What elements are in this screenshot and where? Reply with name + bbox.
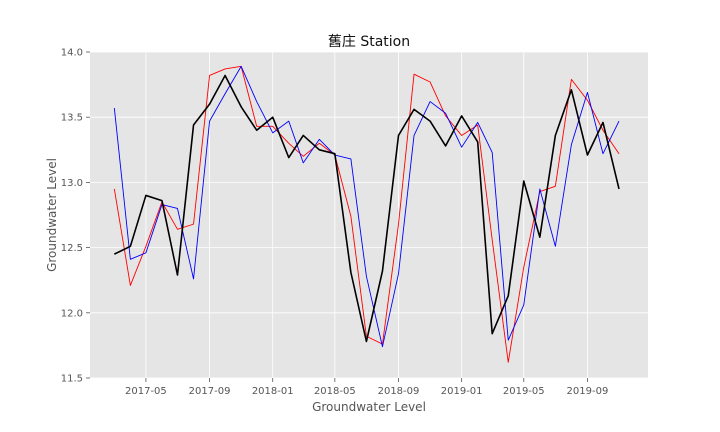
x-tick-label: 2017-09 bbox=[189, 386, 231, 397]
y-tick-label: 12.0 bbox=[61, 308, 83, 319]
y-tick-label: 11.5 bbox=[61, 374, 83, 385]
x-tick-label: 2019-05 bbox=[503, 386, 545, 397]
x-tick-label: 2019-09 bbox=[567, 386, 609, 397]
grid bbox=[90, 51, 648, 379]
x-axis: 2017-05 2017-09 2018-01 2018-05 2018-09 2019-… bbox=[125, 378, 608, 397]
x-tick-label: 2018-09 bbox=[378, 386, 420, 397]
y-tick-label: 14.0 bbox=[61, 48, 83, 59]
x-tick-label: 2017-05 bbox=[125, 386, 167, 397]
x-tick-label: 2019-01 bbox=[441, 386, 483, 397]
y-axis: 11.5 12.0 12.5 13.0 13.5 14.0 bbox=[61, 48, 90, 385]
x-tick-label: 2018-01 bbox=[252, 386, 294, 397]
y-axis-label: Groundwater Level bbox=[45, 158, 59, 272]
y-tick-label: 12.5 bbox=[61, 243, 83, 254]
x-tick-label: 2018-05 bbox=[314, 386, 356, 397]
chart-title: 舊庄 Station bbox=[328, 33, 410, 50]
series-group bbox=[113, 65, 620, 363]
series-line-3 bbox=[113, 74, 620, 343]
y-tick-label: 13.5 bbox=[61, 113, 83, 124]
plot-background bbox=[90, 52, 648, 378]
y-tick-label: 13.0 bbox=[61, 178, 83, 189]
x-axis-label: Groundwater Level bbox=[312, 400, 426, 414]
series-line-2 bbox=[113, 65, 620, 348]
